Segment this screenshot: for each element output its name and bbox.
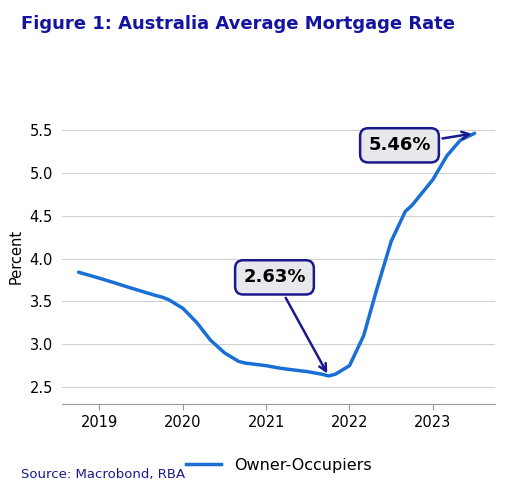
Text: 2.63%: 2.63% (243, 268, 326, 371)
Text: Figure 1: Australia Average Mortgage Rate: Figure 1: Australia Average Mortgage Rat… (21, 15, 455, 33)
Text: Source: Macrobond, RBA: Source: Macrobond, RBA (21, 468, 185, 481)
Text: 5.46%: 5.46% (368, 132, 469, 154)
Y-axis label: Percent: Percent (9, 229, 24, 284)
Legend: Owner-Occupiers: Owner-Occupiers (180, 451, 378, 479)
